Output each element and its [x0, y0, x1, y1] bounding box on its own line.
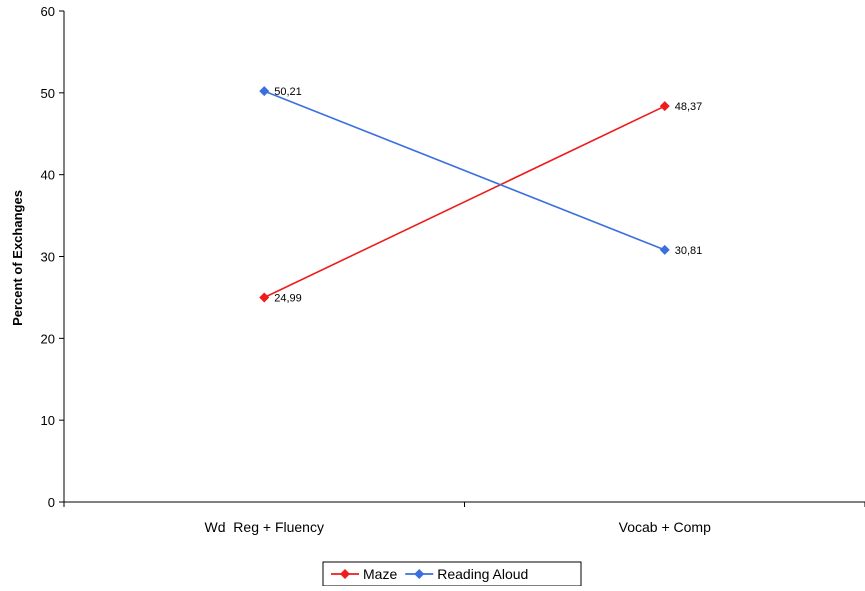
series-line: [263, 90, 666, 251]
data-point: [659, 244, 670, 255]
data-label: 24,99: [274, 292, 302, 304]
series-maze: 24,99 48,37: [259, 101, 702, 304]
legend-label: Maze: [363, 566, 397, 582]
legend-marker: [340, 569, 350, 579]
x-tick-label: Wd Reg + Fluency: [205, 519, 324, 535]
legend: Maze Reading Aloud: [322, 561, 582, 587]
y-axis-title: Percent of Exchanges: [10, 190, 25, 326]
data-point: [259, 86, 270, 97]
legend-label: Reading Aloud: [437, 566, 528, 582]
series-reading-aloud: 50,21 30,81: [259, 86, 702, 257]
series: 24,99 48,37 50,21 30,81: [259, 86, 702, 304]
data-label: 48,37: [675, 101, 703, 113]
legend-marker: [414, 569, 425, 579]
data-point: [659, 101, 670, 112]
y-tick-label: 30: [41, 250, 55, 265]
data-point: [259, 292, 270, 303]
y-tick-label: 20: [41, 331, 55, 346]
y-tick-label: 40: [41, 168, 55, 183]
series-line: [263, 105, 666, 299]
legend-item: Maze: [331, 566, 397, 582]
data-label: 50,21: [274, 86, 302, 98]
tick-labels: 0 10 20 30 40 50 60 Wd Reg + Fluency Vocab + Com…: [41, 4, 712, 535]
legend-box: [322, 561, 582, 587]
data-label: 30,81: [675, 245, 703, 257]
legend-item: Reading Aloud: [405, 566, 528, 582]
y-tick-label: 50: [41, 86, 55, 101]
y-tick-label: 60: [41, 4, 55, 19]
y-tick-label: 0: [48, 495, 55, 510]
axes: [59, 10, 865, 507]
y-tick-label: 10: [41, 413, 55, 428]
x-tick-label: Vocab + Comp: [619, 519, 711, 535]
